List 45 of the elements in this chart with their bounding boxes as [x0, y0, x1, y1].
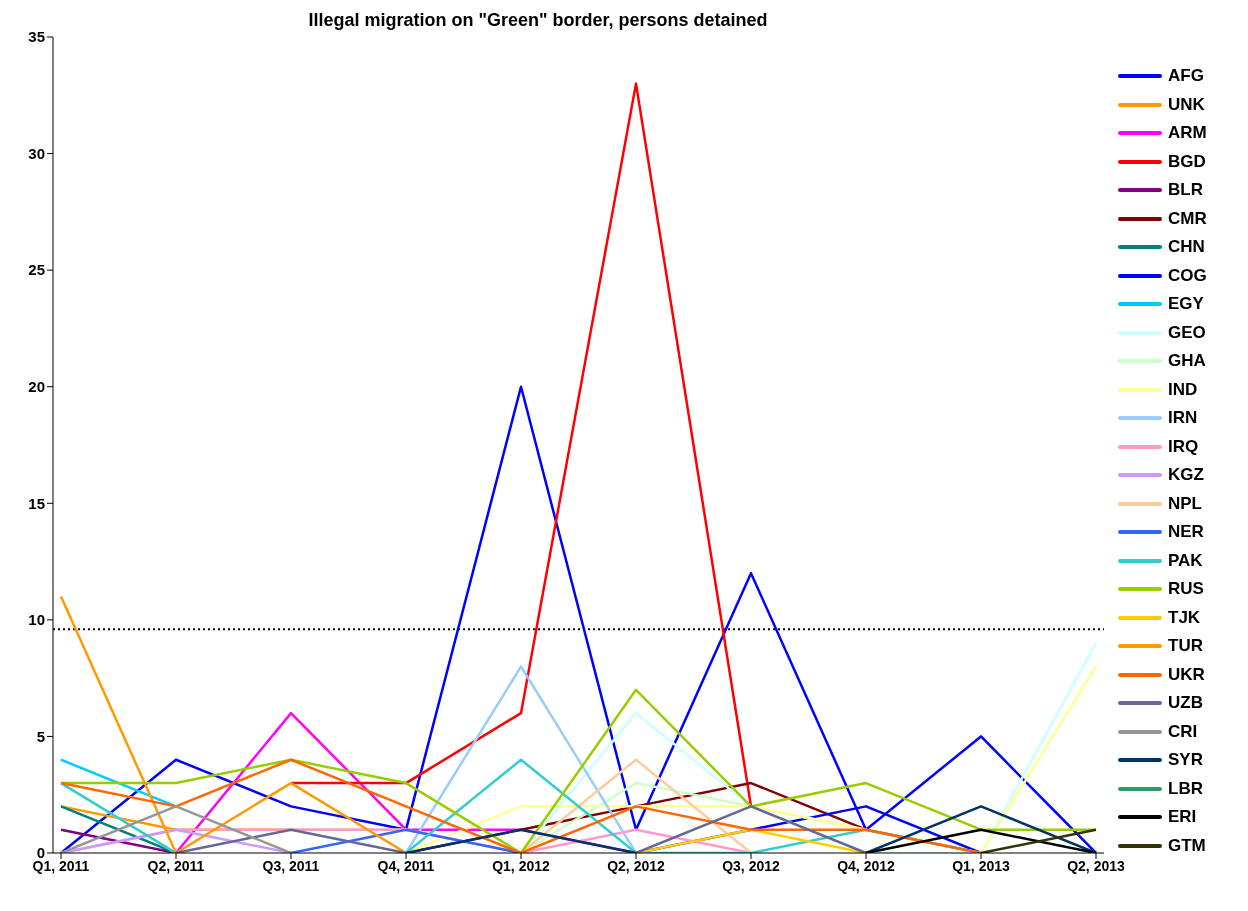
y-tick-label: 5 [36, 727, 45, 745]
legend-label: KGZ [1168, 465, 1204, 486]
x-tick-label: Q3, 2012 [722, 857, 781, 874]
legend-label: UKR [1168, 664, 1205, 685]
legend-label: TUR [1168, 636, 1203, 657]
x-tick-label: Q2, 2011 [147, 857, 205, 874]
legend-label: UNK [1168, 94, 1205, 115]
legend-label: AFG [1168, 66, 1204, 87]
legend-label: SYR [1168, 750, 1203, 771]
x-tick-label: Q2, 2013 [1067, 857, 1126, 874]
legend-label: GHA [1168, 351, 1206, 372]
legend-label: IRQ [1168, 436, 1199, 457]
legend-label: CMR [1168, 208, 1207, 229]
legend-label: CHN [1168, 237, 1205, 258]
y-tick-label: 35 [28, 28, 45, 46]
legend-label: TJK [1168, 607, 1201, 628]
x-tick-label: Q2, 2012 [607, 857, 666, 874]
legend-label: CRI [1168, 721, 1198, 742]
x-tick-label: Q4, 2011 [377, 857, 435, 874]
x-tick-label: Q3, 2011 [262, 857, 320, 874]
y-tick-label: 20 [28, 378, 45, 396]
legend-label: IRN [1168, 408, 1198, 429]
legend-label: GEO [1168, 322, 1206, 343]
legend-label: NPL [1168, 493, 1202, 514]
y-tick-label: 25 [28, 261, 45, 279]
legend-label: ERI [1168, 807, 1197, 828]
legend-label: NER [1168, 522, 1204, 543]
chart-title: Illegal migration on "Green" border, persons detained [308, 10, 768, 30]
legend-label: LBR [1168, 778, 1203, 799]
y-tick-label: 10 [28, 611, 45, 629]
legend-label: UZB [1168, 693, 1203, 714]
y-tick-label: 15 [28, 494, 45, 512]
legend-label: EGY [1168, 294, 1204, 315]
legend-label: PAK [1168, 550, 1203, 571]
legend-label: BGD [1168, 151, 1206, 172]
y-tick-label: 30 [28, 144, 45, 162]
legend-label: ARM [1168, 123, 1207, 144]
x-tick-label: Q1, 2012 [492, 857, 551, 874]
legend-label: BLR [1168, 180, 1203, 201]
legend-label: COG [1168, 265, 1207, 286]
x-tick-label: Q1, 2013 [952, 857, 1011, 874]
legend-label: RUS [1168, 579, 1204, 600]
legend-label: GTM [1168, 835, 1206, 856]
x-tick-label: Q4, 2012 [837, 857, 896, 874]
legend-label: IND [1168, 379, 1198, 400]
